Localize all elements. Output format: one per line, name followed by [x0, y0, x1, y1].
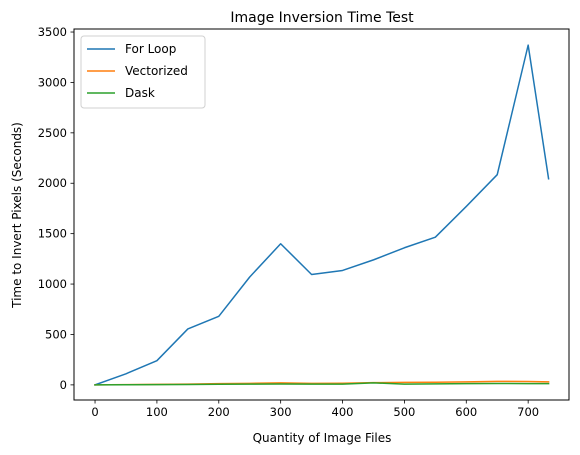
x-axis-ticks: 0 100 200 300 400 500 600 700 [91, 400, 539, 419]
y-axis-label: Time to Invert Pixels (Seconds) [10, 122, 24, 309]
x-tick-label: 600 [455, 405, 477, 419]
x-tick-label: 200 [208, 405, 230, 419]
x-tick-label: 300 [270, 405, 292, 419]
x-tick-label: 100 [146, 405, 168, 419]
y-tick-label: 500 [45, 327, 67, 341]
x-tick-label: 700 [517, 405, 539, 419]
x-tick-label: 500 [393, 405, 415, 419]
legend-label: Vectorized [125, 64, 188, 78]
y-tick-label: 1000 [38, 277, 67, 291]
y-tick-label: 1500 [38, 227, 67, 241]
y-tick-label: 2000 [38, 176, 67, 190]
chart-title: Image Inversion Time Test [230, 10, 414, 26]
series-line-dask [94, 382, 550, 386]
series-line-for-loop [94, 44, 550, 386]
y-tick-label: 0 [60, 378, 67, 392]
y-tick-label: 2500 [38, 126, 67, 140]
x-axis-label: Quantity of Image Files [253, 431, 392, 445]
legend-box [80, 35, 206, 109]
y-tick-label: 3500 [38, 25, 67, 39]
x-tick-label: 0 [91, 405, 98, 419]
x-tick-label: 400 [332, 405, 354, 419]
legend: For Loop Vectorized Dask [80, 35, 206, 109]
legend-label: For Loop [125, 42, 176, 56]
plot-series [94, 44, 550, 386]
legend-label: Dask [125, 86, 155, 100]
y-tick-label: 3000 [38, 75, 67, 89]
y-axis-ticks: 0 500 1000 1500 2000 2500 3000 3500 [38, 25, 74, 392]
plot-frame [73, 28, 570, 401]
